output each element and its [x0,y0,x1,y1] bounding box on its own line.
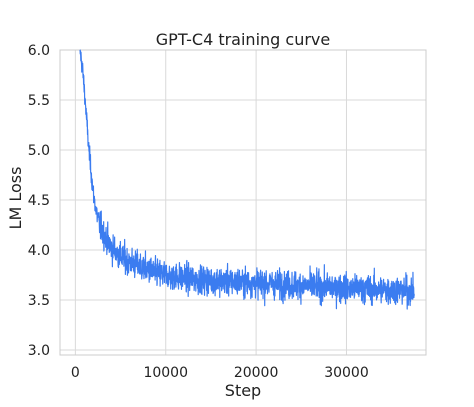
x-axis-ticks: 0 10000 20000 30000 [71,365,369,381]
series-line [79,49,415,310]
y-tick-label: 4.5 [28,193,50,209]
x-tick-label: 30000 [324,365,369,381]
y-tick-label: 5.0 [28,143,50,159]
x-tick-label: 0 [71,365,80,381]
plot-area [79,49,415,310]
axes-frame [59,49,427,356]
y-tick-label: 5.5 [28,93,50,109]
y-axis-label: LM Loss [6,167,25,230]
x-axis-label: Step [225,381,261,400]
y-axis-ticks: 3.0 3.5 4.0 4.5 5.0 5.5 6.0 [28,43,50,359]
y-tick-label: 4.0 [28,243,50,259]
y-tick-label: 3.5 [28,293,50,309]
y-tick-label: 3.0 [28,343,50,359]
x-tick-label: 10000 [143,365,188,381]
y-tick-label: 6.0 [28,43,50,59]
chart-title: GPT-C4 training curve [156,30,330,49]
x-tick-label: 20000 [234,365,279,381]
